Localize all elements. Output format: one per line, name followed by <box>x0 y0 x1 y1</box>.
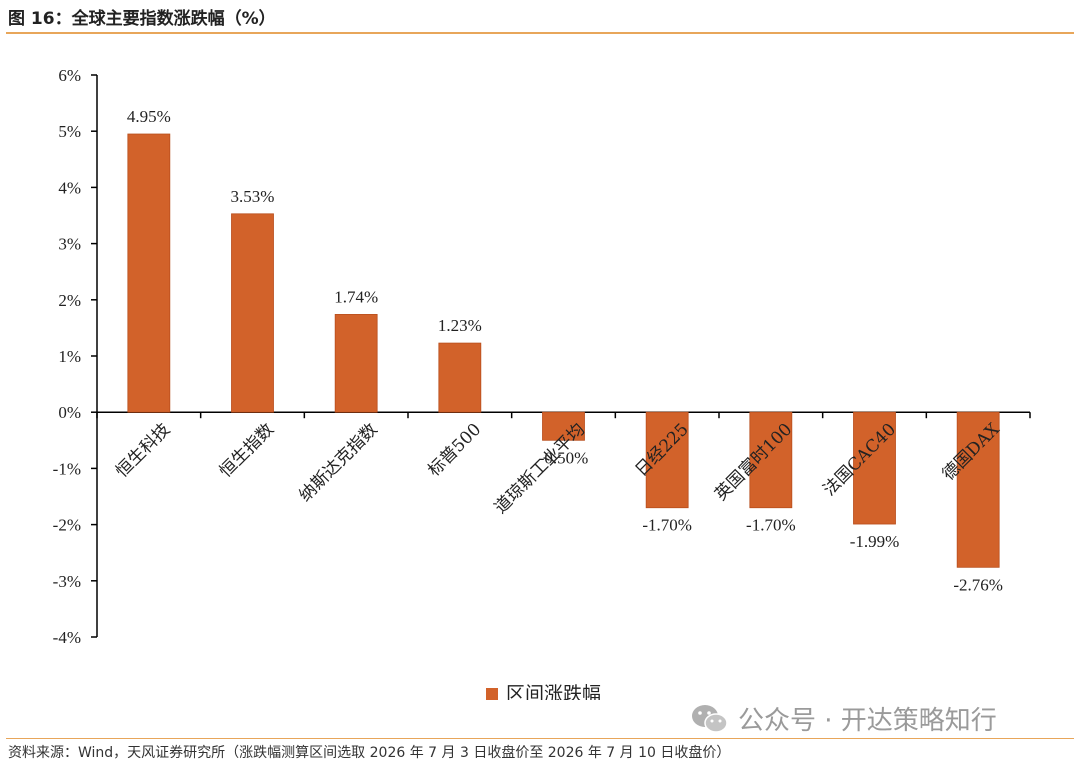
y-tick-label: -1% <box>53 459 81 478</box>
y-tick-label: 3% <box>58 235 81 254</box>
y-tick-label: 1% <box>58 347 81 366</box>
y-tick-label: 4% <box>58 178 81 197</box>
data-label: -1.99% <box>850 532 900 551</box>
source-note: 资料来源：Wind，天风证券研究所（涨跌幅测算区间选取 2026 年 7 月 3… <box>8 745 731 761</box>
data-label: -1.70% <box>746 516 796 535</box>
bar <box>334 314 378 413</box>
bar <box>127 133 171 413</box>
top-rule <box>6 32 1074 34</box>
data-label: -0.50% <box>539 448 589 467</box>
bar <box>438 342 482 413</box>
y-tick-label: -3% <box>53 572 81 591</box>
y-tick-label: 6% <box>58 66 81 85</box>
bottom-rule <box>6 738 1074 739</box>
category-label: 标普500 <box>424 420 485 481</box>
category-label: 恒生科技 <box>112 420 174 482</box>
legend-swatch <box>486 688 498 700</box>
y-tick-label: 0% <box>58 403 81 422</box>
wechat-icon <box>692 704 728 733</box>
legend-label: 区间涨跌幅 <box>506 683 601 700</box>
bar <box>542 411 585 441</box>
category-label: 道琼斯工业平均 <box>491 420 589 518</box>
y-tick-label: -4% <box>53 628 81 647</box>
data-label: 3.53% <box>231 187 275 206</box>
bar <box>231 213 274 413</box>
data-label: 1.23% <box>438 316 482 335</box>
category-label: 纳斯达克指数 <box>295 420 381 506</box>
bar <box>645 411 689 509</box>
bar-chart: 6% 5% 4% 3% 2% 1% 0% -1% -2% -3% -4% 4.95% 恒生科技 3.53%… <box>53 66 1031 700</box>
y-tick-label: -2% <box>53 516 81 535</box>
bar <box>749 411 793 509</box>
bar <box>956 411 1000 568</box>
data-label: 4.95% <box>127 107 171 126</box>
data-label: -1.70% <box>642 516 692 535</box>
bar <box>853 411 896 525</box>
watermark: 公众号 · 开达策略知行 <box>690 700 997 737</box>
category-label: 恒生指数 <box>216 420 278 482</box>
y-tick-label: 2% <box>58 291 81 310</box>
data-label: 1.74% <box>334 287 378 306</box>
y-tick-label: 5% <box>58 122 81 141</box>
watermark-text: 公众号 · 开达策略知行 <box>738 706 997 736</box>
data-label: -2.76% <box>953 575 1003 594</box>
figure-title: 图 16：全球主要指数涨跌幅（%） <box>8 9 276 29</box>
